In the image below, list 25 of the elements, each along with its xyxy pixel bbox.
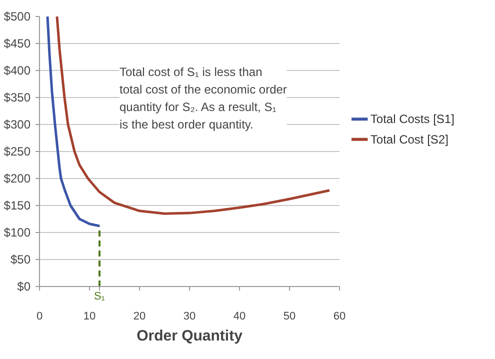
- y-tick-label: $250: [4, 144, 31, 158]
- x-tick-label: 30: [183, 310, 196, 322]
- annotation: Total cost of S₁ is less than total cost of the economic order quantity for S₂. As a result, S₁ is the best order quantity.: [120, 65, 287, 132]
- legend-label: Total Costs [S1]: [370, 112, 454, 126]
- line-series: [46, 16, 101, 228]
- y-tick-label: $450: [4, 36, 31, 50]
- annotation: S₁: [94, 290, 106, 302]
- x-tick-label: 50: [283, 310, 296, 322]
- x-tick-label: 60: [333, 310, 346, 322]
- y-tick-label: $200: [4, 172, 31, 186]
- x-tick-label: 10: [83, 310, 96, 322]
- line-series: [56, 16, 331, 215]
- x-tick-label: 40: [233, 310, 246, 322]
- x-axis-title: Order Quantity: [136, 328, 244, 344]
- y-tick-label: $350: [4, 90, 31, 104]
- y-tick-label: $100: [4, 226, 31, 240]
- y-tick-label: $150: [4, 198, 31, 212]
- y-tick-label: $400: [4, 64, 31, 78]
- x-tick-label: 0: [36, 310, 43, 322]
- y-tick-label: $0: [17, 280, 31, 294]
- y-tick-label: $300: [4, 118, 31, 132]
- y-tick-label: $50: [10, 252, 31, 266]
- x-tick-label: 20: [133, 310, 146, 322]
- legend-label: Total Cost [S2]: [370, 132, 448, 146]
- y-tick-label: $500: [4, 10, 31, 24]
